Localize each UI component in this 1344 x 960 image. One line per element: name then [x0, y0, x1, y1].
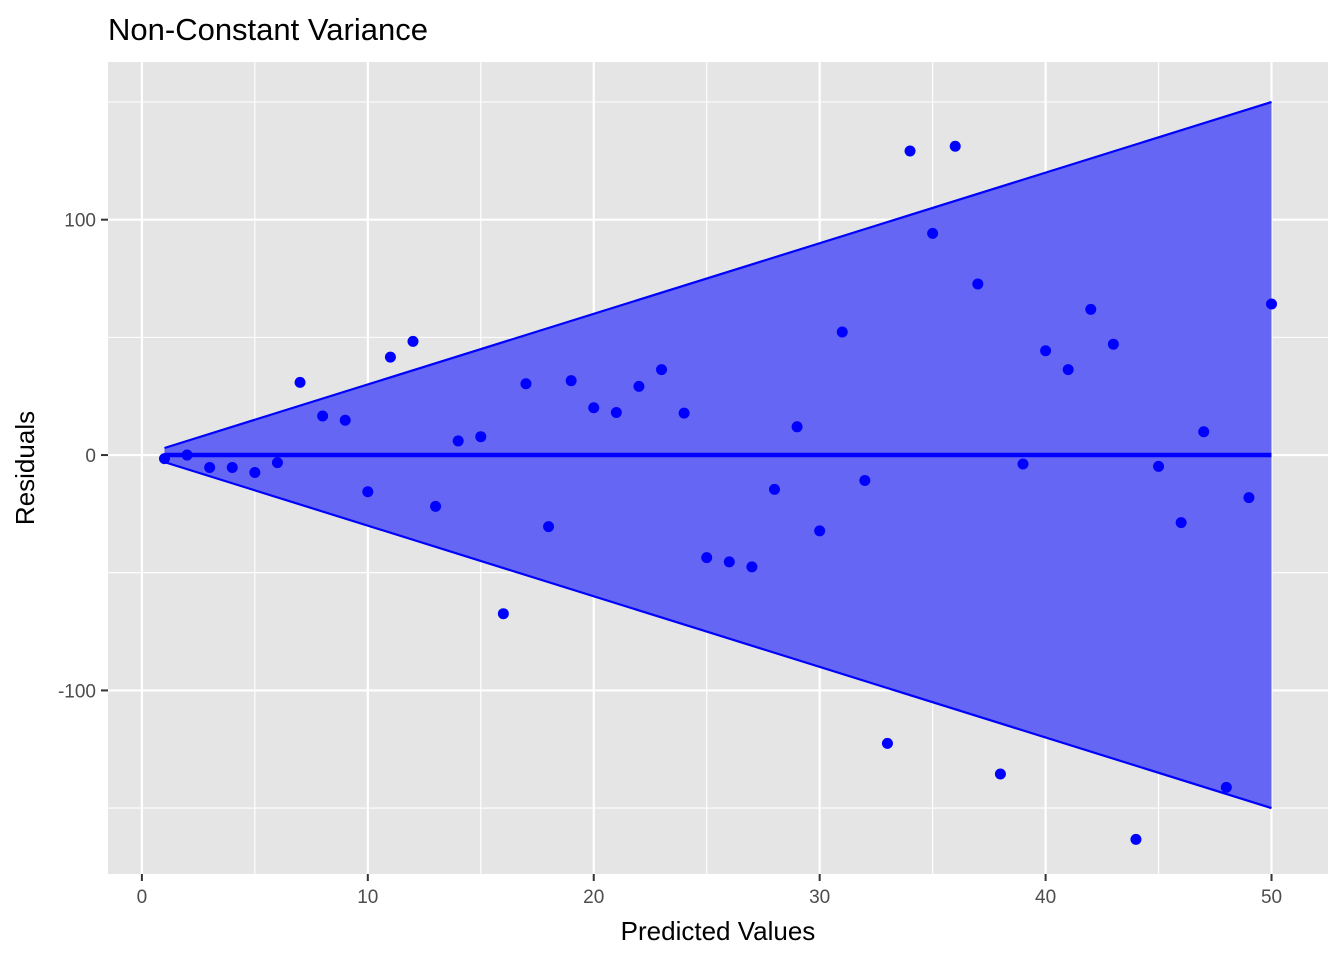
- x-tick-label: 0: [137, 887, 148, 908]
- data-point: [678, 407, 690, 419]
- data-point: [1085, 303, 1097, 315]
- points-layer: [158, 140, 1278, 845]
- data-point: [181, 449, 193, 461]
- data-point: [791, 421, 803, 433]
- data-point: [904, 145, 916, 157]
- x-tick-label: 40: [1035, 887, 1056, 908]
- data-point: [1107, 338, 1119, 350]
- data-point: [430, 500, 442, 512]
- band-upper-line: [164, 100, 1272, 450]
- data-point: [723, 556, 735, 568]
- data-point: [384, 351, 396, 363]
- data-point: [497, 608, 509, 620]
- data-point: [1175, 517, 1187, 529]
- data-point: [204, 462, 216, 474]
- data-point: [1153, 460, 1165, 472]
- x-tick-label: 50: [1261, 887, 1282, 908]
- data-point: [927, 227, 939, 239]
- data-point: [814, 525, 826, 537]
- x-tick-label: 30: [809, 887, 830, 908]
- data-point: [475, 431, 487, 443]
- y-axis-ticks: -100 0 100: [58, 211, 108, 702]
- data-point: [610, 406, 622, 418]
- y-tick-label: -100: [58, 681, 96, 702]
- data-point: [339, 414, 351, 426]
- data-point: [633, 380, 645, 392]
- data-point: [768, 483, 780, 495]
- data-point: [452, 435, 464, 447]
- data-point: [881, 737, 893, 749]
- y-tick-label: 0: [85, 446, 96, 467]
- data-point: [949, 140, 961, 152]
- data-point: [226, 462, 238, 474]
- data-point: [271, 457, 283, 469]
- data-point: [1243, 492, 1255, 504]
- data-point: [249, 466, 261, 478]
- data-point: [1017, 458, 1029, 470]
- data-point: [1220, 781, 1232, 793]
- data-point: [746, 561, 758, 573]
- x-axis-ticks: 0 10 20 30 40 50: [137, 874, 1282, 908]
- data-point: [520, 378, 532, 390]
- x-tick-label: 10: [357, 887, 378, 908]
- x-axis-title: Predicted Values: [621, 916, 816, 946]
- data-point: [407, 335, 419, 347]
- data-point: [294, 376, 306, 388]
- data-point: [1130, 833, 1142, 845]
- y-tick-label: 100: [64, 211, 96, 232]
- data-point: [158, 453, 170, 465]
- data-point: [588, 402, 600, 414]
- data-point: [701, 552, 713, 564]
- data-point: [543, 521, 555, 533]
- data-point: [1266, 298, 1278, 310]
- data-point: [859, 474, 871, 486]
- data-point: [1198, 426, 1210, 438]
- y-axis-title: Residuals: [10, 411, 40, 525]
- data-point: [994, 768, 1006, 780]
- chart-title: Non-Constant Variance: [108, 12, 428, 47]
- data-point: [565, 375, 577, 387]
- data-point: [1040, 345, 1052, 357]
- band-lower-line: [164, 461, 1272, 810]
- data-point: [362, 486, 374, 498]
- data-point: [656, 364, 668, 376]
- data-point: [317, 410, 329, 422]
- data-point: [1062, 364, 1074, 376]
- data-point: [972, 278, 984, 290]
- data-point: [836, 326, 848, 338]
- x-tick-label: 20: [583, 887, 604, 908]
